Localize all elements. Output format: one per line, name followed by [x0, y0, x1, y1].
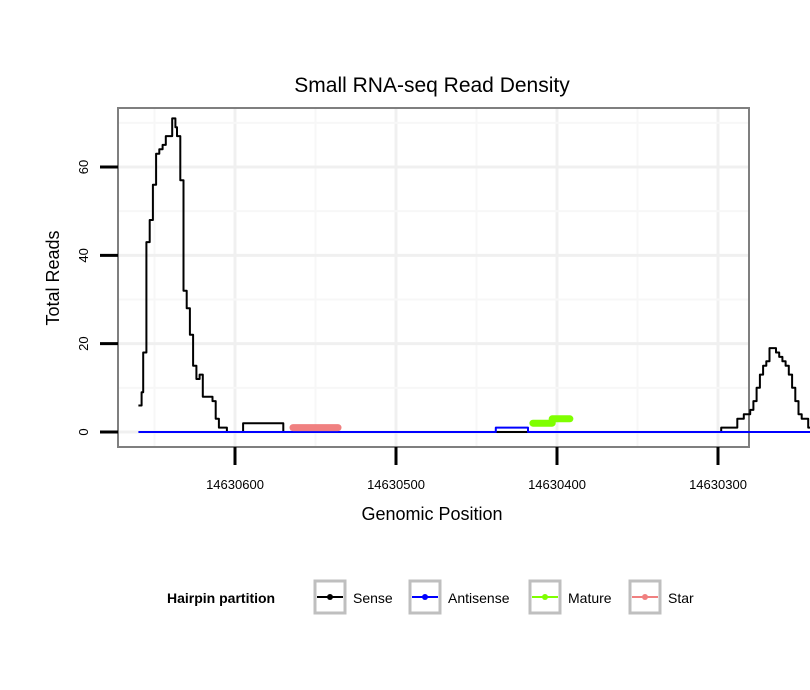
legend-point-star [642, 594, 648, 600]
legend-point-sense [327, 594, 333, 600]
x-tick-label: 14630500 [367, 477, 425, 492]
y-tick-label: 40 [76, 248, 91, 262]
series-line-antisense [138, 426, 810, 433]
chart-title: Small RNA-seq Read Density [294, 74, 570, 97]
legend-label-star: Star [668, 590, 694, 606]
y-tick-label: 60 [76, 160, 91, 174]
series-layer [138, 117, 810, 433]
legend-point-antisense [422, 594, 428, 600]
y-tick-label: 20 [76, 336, 91, 350]
legend-label-sense: Sense [353, 590, 393, 606]
axis-ticks: 14630600 14630500 14630400 14630300 0 20 40 60 [76, 160, 747, 492]
x-tick-label: 14630400 [528, 477, 586, 492]
legend-title: Hairpin partition [167, 590, 275, 606]
legend-label-mature: Mature [568, 590, 612, 606]
legend-label-antisense: Antisense [448, 590, 510, 606]
legend-point-mature [542, 594, 548, 600]
legend: Hairpin partition Sense Antisense Mature… [167, 579, 694, 615]
x-tick-label: 14630300 [689, 477, 747, 492]
y-tick-label: 0 [76, 428, 91, 435]
x-axis-title: Genomic Position [361, 504, 502, 524]
y-axis-title: Total Reads [43, 230, 63, 325]
series-line-mature [529, 415, 574, 427]
plot-panel [117, 107, 750, 448]
x-tick-label: 14630600 [206, 477, 264, 492]
